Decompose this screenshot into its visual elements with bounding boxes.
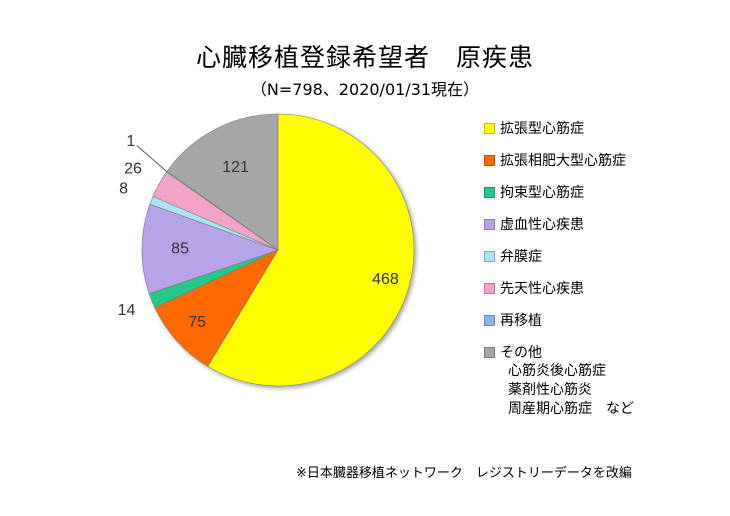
legend-item: 拡張型心筋症	[484, 118, 724, 150]
pie-slice	[166, 113, 279, 251]
legend-note: 薬剤性心筋炎	[508, 382, 592, 398]
pie-slice	[154, 249, 279, 367]
legend-item: 再移植	[484, 310, 724, 342]
legend-label: 再移植	[500, 313, 542, 329]
chart-legend: 拡張型心筋症拡張相肥大型心筋症 拘束型心筋症 虚血性心疾患 弁膜症先天性心疾患 再移植そ…	[484, 118, 724, 419]
legend-label: 拡張相肥大型心筋症	[500, 153, 626, 169]
data-label: 121	[222, 159, 249, 176]
legend-label: 弁膜症	[500, 249, 542, 265]
legend-swatch	[484, 347, 495, 358]
legend-item: 虚血性心疾患	[484, 214, 724, 246]
legend-swatch	[484, 155, 495, 166]
legend-item: 弁膜症	[484, 246, 724, 278]
source-note: ※日本臓器移植ネットワーク レジストリーデータを改編	[296, 466, 632, 481]
legend-swatch	[484, 315, 495, 326]
legend-label: 虚血性心疾患	[500, 217, 584, 233]
data-label: 468	[372, 271, 399, 288]
data-label: 8	[119, 181, 128, 198]
legend-item: その他	[484, 342, 724, 374]
legend-label: 拡張型心筋症	[500, 121, 584, 137]
legend-note: 周産期心筋症 など	[508, 401, 634, 417]
legend-item: 拡張相肥大型心筋症	[484, 150, 724, 182]
legend-label: 拘束型心筋症	[500, 185, 584, 201]
data-label: 14	[118, 302, 136, 319]
data-label: 75	[188, 314, 206, 331]
chart-subtitle: （N=798、2020/01/31現在）	[250, 80, 480, 99]
legend-label: その他	[500, 345, 542, 361]
data-label: 26	[124, 161, 142, 178]
legend-item: 拘束型心筋症	[484, 182, 724, 214]
legend-label: 先天性心疾患	[500, 281, 584, 297]
chart-title: 心臓移植登録希望者 原疾患	[195, 43, 534, 72]
pie-slice	[207, 113, 415, 387]
legend-swatch	[484, 251, 495, 262]
legend-swatch	[484, 187, 495, 198]
legend-swatch	[484, 123, 495, 134]
legend-other-notes: 心筋炎後心筋症 薬剤性心筋炎周産期心筋症 など	[508, 362, 724, 419]
legend-swatch	[484, 283, 495, 294]
legend-item: 先天性心疾患	[484, 278, 724, 310]
pie-slice	[141, 203, 279, 295]
leader-line	[136, 145, 168, 173]
data-label: 85	[171, 240, 189, 257]
legend-note: 心筋炎後心筋症	[508, 363, 606, 379]
legend-swatch	[484, 219, 495, 230]
data-label: 1	[126, 133, 135, 150]
